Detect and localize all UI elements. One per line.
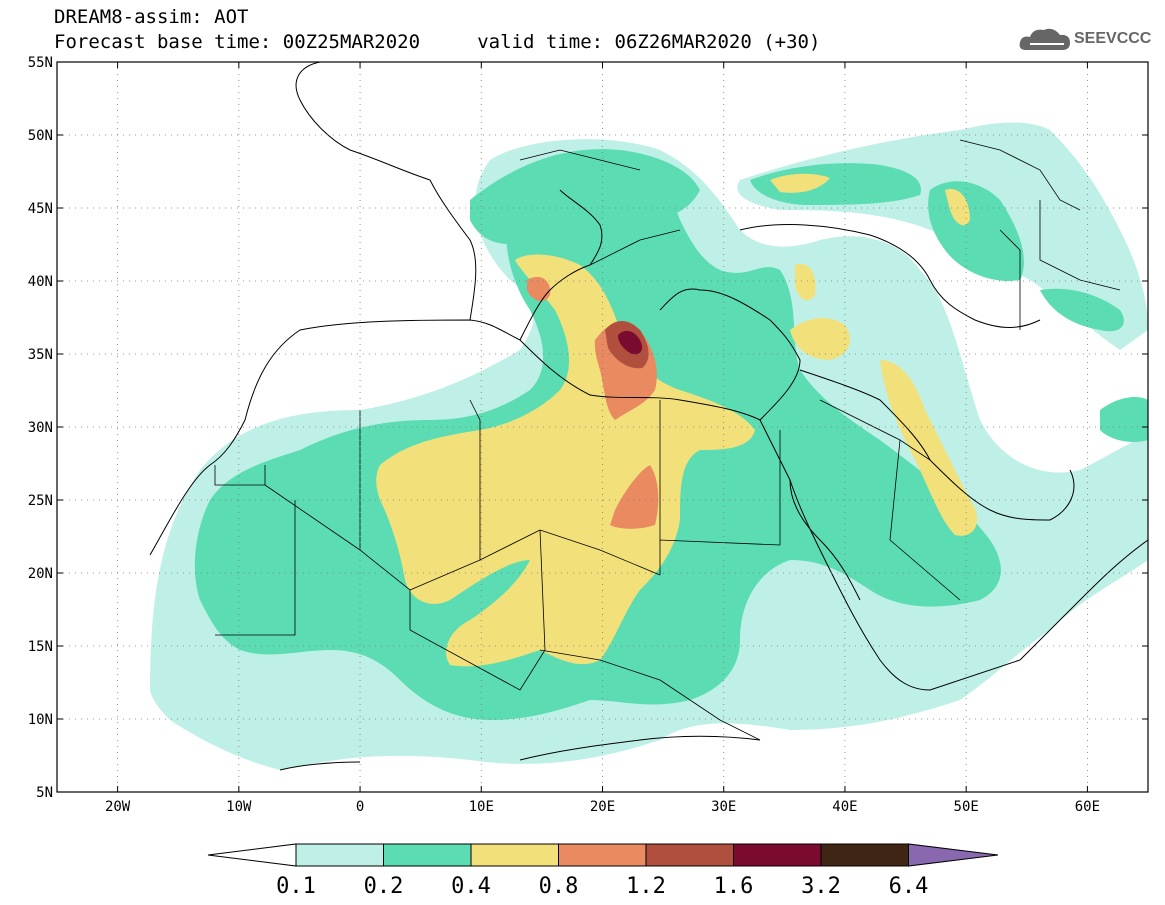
lon-tick-label: 20E (590, 799, 615, 815)
lon-tick-label: 0 (356, 799, 364, 815)
lat-tick-label: 50N (28, 128, 53, 144)
lat-tick-label: 30N (28, 420, 53, 436)
colorbar-level-label: 0.1 (276, 874, 316, 899)
country-borders (214, 139, 1121, 741)
logo-text: SEEVCCC (1074, 30, 1152, 47)
lon-tick-label: 10E (469, 799, 494, 815)
colorbar-level-label: 1.6 (714, 874, 754, 899)
colorbar-level-label: 0.2 (364, 874, 404, 899)
lon-tick-label: 20W (105, 799, 131, 815)
lat-tick-label: 40N (28, 274, 53, 290)
colorbar-level-label: 0.8 (539, 874, 579, 899)
forecast-times: Forecast base time: 00Z25MAR2020 valid t… (54, 31, 821, 53)
lat-tick-label: 15N (28, 639, 53, 655)
colorbar-level-label: 1.2 (626, 874, 666, 899)
lat-tick-label: 45N (28, 201, 53, 217)
lat-tick-label: 35N (28, 347, 53, 363)
colorbar-level-label: 6.4 (889, 874, 929, 899)
lat-tick-label: 5N (36, 785, 53, 801)
lon-tick-label: 30E (711, 799, 736, 815)
lat-ticks: 55N 50N 45N 40N 35N 30N 25N 20N 15N 10N 5N (28, 55, 1148, 801)
aot-band-1.6 (618, 330, 643, 355)
lat-tick-label: 55N (28, 55, 53, 71)
lat-tick-label: 20N (28, 566, 53, 582)
lat-tick-label: 25N (28, 493, 53, 509)
lon-tick-label: 10W (226, 799, 252, 815)
colorbar-level-label: 0.4 (451, 874, 491, 899)
lon-tick-label: 60E (1075, 799, 1100, 815)
coastlines (149, 62, 1148, 771)
lon-tick-label: 50E (954, 799, 979, 815)
colorbar-labels: 0.1 0.2 0.4 0.8 1.2 1.6 3.2 6.4 (276, 874, 928, 899)
aot-map: 55N 50N 45N 40N 35N 30N 25N 20N 15N 10N 5N 20W 10W 0… (28, 55, 1149, 815)
cloud-logo-icon (1019, 28, 1070, 50)
map-title: DREAM8-assim: AOT (54, 6, 249, 28)
lat-tick-label: 10N (28, 712, 53, 728)
lon-ticks: 20W 10W 0 10E 20E 30E 40E 50E 60E (105, 62, 1100, 815)
lon-tick-label: 40E (832, 799, 857, 815)
colorbar-level-label: 3.2 (801, 874, 841, 899)
